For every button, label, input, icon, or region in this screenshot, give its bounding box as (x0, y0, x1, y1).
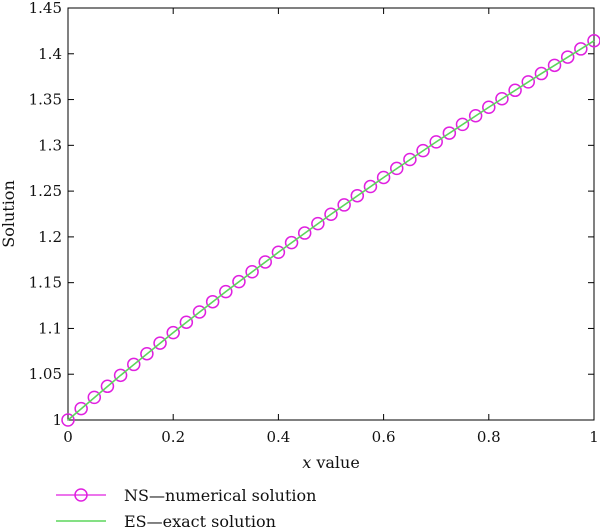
ns-point (350, 188, 365, 203)
x-axis-label-text: value (311, 453, 360, 472)
ns-point (587, 34, 600, 48)
x-tick-labels: 0 0.2 0.4 0.6 0.8 1 (63, 428, 599, 446)
ns-point (87, 390, 102, 405)
ns-point (403, 152, 417, 167)
y-tick-label: 1.1 (38, 319, 62, 337)
ns-point (324, 207, 338, 222)
y-tick-label: 1 (52, 411, 62, 429)
y-tick-label: 1.2 (38, 228, 62, 246)
y-axis-label: Solution (0, 180, 18, 248)
ns-point (61, 413, 75, 427)
y-tick-label: 1.05 (29, 365, 62, 383)
y-tick-label: 1.45 (29, 0, 62, 17)
ns-point (153, 336, 167, 350)
ns-point (258, 255, 272, 269)
ns-point (192, 305, 207, 319)
ns-point (311, 216, 325, 231)
ns-point (363, 179, 378, 194)
x-axis-label: x value (302, 453, 360, 472)
ns-point (547, 58, 562, 73)
x-tick-label: 0 (63, 428, 73, 446)
ns-point (468, 109, 483, 123)
x-tick-label: 0.6 (372, 428, 396, 446)
ns-point (455, 117, 470, 132)
ns-point (166, 325, 180, 340)
ns-point (245, 265, 259, 279)
ns-point (429, 135, 443, 149)
ns-point (100, 379, 115, 394)
series-layer (61, 34, 600, 427)
ns-point (140, 346, 154, 361)
ns-point (297, 226, 312, 240)
legend-es-label: ES—exact solution (124, 512, 276, 530)
ns-point (508, 83, 522, 98)
ns-point (534, 66, 549, 81)
ns-point (482, 100, 496, 114)
ns-point (284, 235, 299, 250)
legend-ns-label: NS—numerical solution (124, 486, 316, 505)
ns-point (179, 315, 194, 329)
ns-point (271, 245, 286, 260)
y-tick-label: 1.3 (38, 136, 62, 154)
legend: NS—numerical solution ES—exact solution (56, 486, 316, 530)
ns-point (205, 294, 220, 309)
legend-ns-marker (74, 488, 88, 502)
y-tick-label: 1.35 (29, 91, 62, 109)
ns-point (442, 126, 457, 140)
x-tick-label: 0.4 (266, 428, 290, 446)
y-tick-label: 1.4 (38, 45, 62, 63)
ns-point (574, 42, 588, 56)
x-tick-label: 0.2 (161, 428, 185, 446)
ns-point (219, 284, 233, 299)
es-line (67, 40, 595, 421)
y-tick-label: 1.15 (29, 274, 62, 292)
x-axis-label-variable: x (302, 453, 311, 472)
plot-frame (67, 7, 595, 421)
ns-point (416, 143, 430, 158)
ns-point (390, 161, 404, 176)
ns-point (127, 357, 141, 372)
axis-ticks (67, 7, 595, 421)
ns-point (337, 198, 351, 212)
ns-point (113, 368, 128, 383)
ns-point (560, 50, 575, 64)
ns-point (376, 170, 391, 185)
x-tick-label: 1 (589, 428, 599, 446)
y-tick-label: 1.25 (29, 182, 62, 200)
ns-point (521, 75, 535, 89)
ns-point (74, 401, 88, 416)
ns-point (495, 91, 509, 106)
ns-point (232, 274, 246, 289)
x-tick-label: 0.8 (477, 428, 501, 446)
y-tick-labels: 1 1.05 1.1 1.15 1.2 1.25 1.3 1.35 1.4 1.45 (29, 0, 62, 429)
